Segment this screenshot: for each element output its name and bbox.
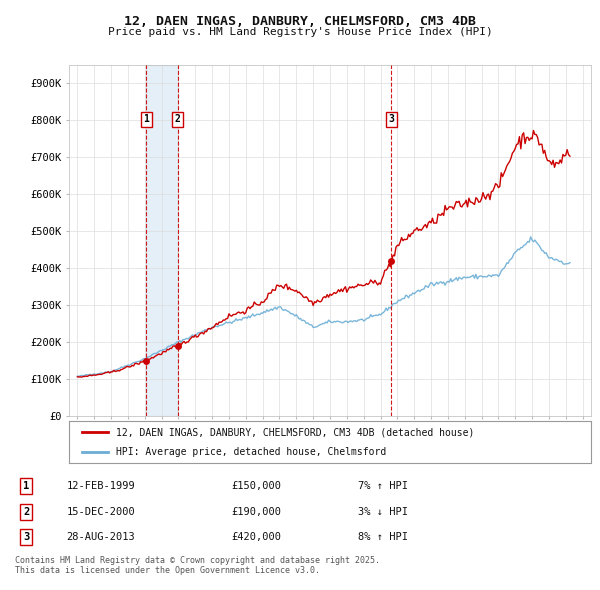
Text: 1: 1 <box>23 481 29 491</box>
Text: 12, DAEN INGAS, DANBURY, CHELMSFORD, CM3 4DB: 12, DAEN INGAS, DANBURY, CHELMSFORD, CM3… <box>124 15 476 28</box>
Text: £420,000: £420,000 <box>231 532 281 542</box>
Text: 2: 2 <box>23 507 29 517</box>
Text: 3% ↓ HPI: 3% ↓ HPI <box>358 507 407 517</box>
Bar <box>146 65 178 416</box>
Text: 8% ↑ HPI: 8% ↑ HPI <box>358 532 407 542</box>
Text: Contains HM Land Registry data © Crown copyright and database right 2025.
This d: Contains HM Land Registry data © Crown c… <box>15 556 380 575</box>
Text: 28-AUG-2013: 28-AUG-2013 <box>67 532 136 542</box>
Text: 3: 3 <box>23 532 29 542</box>
Text: 7% ↑ HPI: 7% ↑ HPI <box>358 481 407 491</box>
Text: £150,000: £150,000 <box>231 481 281 491</box>
Text: 15-DEC-2000: 15-DEC-2000 <box>67 507 136 517</box>
Text: HPI: Average price, detached house, Chelmsford: HPI: Average price, detached house, Chel… <box>116 447 386 457</box>
Text: £190,000: £190,000 <box>231 507 281 517</box>
Text: 12, DAEN INGAS, DANBURY, CHELMSFORD, CM3 4DB (detached house): 12, DAEN INGAS, DANBURY, CHELMSFORD, CM3… <box>116 427 475 437</box>
Text: 2: 2 <box>175 114 181 124</box>
Text: 1: 1 <box>143 114 149 124</box>
Text: Price paid vs. HM Land Registry's House Price Index (HPI): Price paid vs. HM Land Registry's House … <box>107 27 493 37</box>
Text: 12-FEB-1999: 12-FEB-1999 <box>67 481 136 491</box>
Text: 3: 3 <box>389 114 394 124</box>
